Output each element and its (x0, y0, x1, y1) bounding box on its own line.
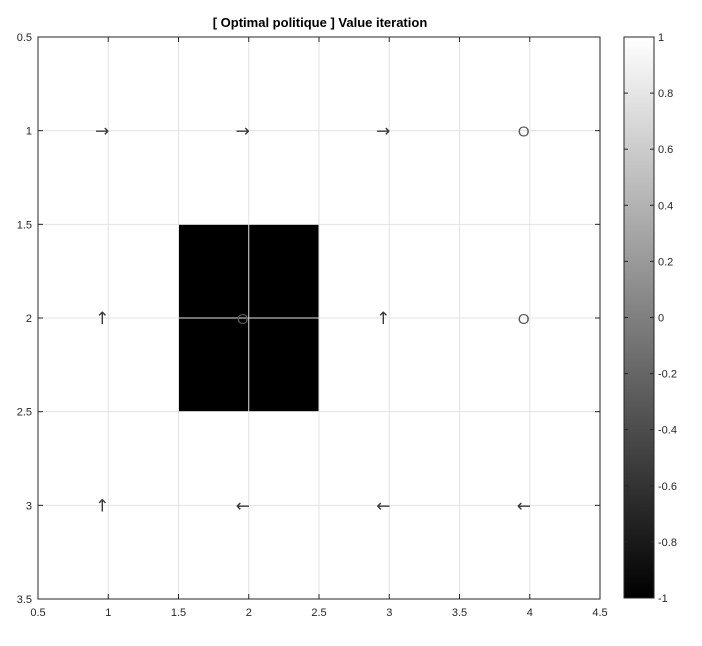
policy-arrow: → (376, 122, 390, 142)
y-tick-label: 3.5 (17, 594, 32, 606)
x-tick-label: 2.5 (311, 607, 326, 619)
y-tick-label: 2.5 (17, 407, 32, 419)
policy-markers: → → → O ↑ O ↑ O ↑ ← ← ← (95, 122, 531, 517)
y-tick-label: 2 (26, 313, 32, 325)
terminal-marker: O (237, 311, 249, 328)
x-tick-label: 3 (386, 607, 392, 619)
policy-arrow: ↑ (95, 496, 109, 516)
colorbar-tick-label: -0.2 (658, 369, 677, 381)
terminal-marker: O (518, 124, 530, 141)
policy-arrow: ← (376, 496, 390, 516)
colorbar-tick-label: -1 (658, 593, 668, 605)
policy-arrow: → (236, 122, 250, 142)
policy-arrow: ↑ (95, 309, 109, 329)
policy-arrow: ← (236, 496, 250, 516)
colorbar-tick-label: 1 (658, 32, 664, 44)
x-tick-label: 4.5 (592, 607, 607, 619)
policy-arrow: ← (517, 496, 531, 516)
terminal-marker: O (518, 311, 530, 328)
x-tick-label: 3.5 (452, 607, 467, 619)
x-tick-label: 1 (105, 607, 111, 619)
x-tick-label: 2 (246, 607, 252, 619)
y-tick-label: 3 (26, 500, 32, 512)
policy-arrow: ↑ (376, 309, 390, 329)
y-tick-label: 0.5 (17, 32, 32, 44)
y-tick-label: 1 (26, 126, 32, 138)
colorbar-tick-label: 0.8 (658, 88, 673, 100)
x-tick-label: 0.5 (30, 607, 45, 619)
x-tick-label: 4 (527, 607, 533, 619)
colorbar-bar (623, 36, 655, 599)
policy-arrow: → (95, 122, 109, 142)
y-tick-label: 1.5 (17, 219, 32, 231)
colorbar-tick-label: -0.4 (658, 425, 677, 437)
colorbar: 1 0.8 0.6 0.4 0.2 0 -0.2 -0.4 -0.6 -0.8 -1 (623, 32, 677, 605)
colorbar-tick-label: -0.6 (658, 481, 677, 493)
y-axis: 0.5 1 1.5 2 2.5 3 3.5 (17, 32, 600, 606)
x-axis: 0.5 1 1.5 2 2.5 3 3.5 4 4.5 (30, 37, 608, 619)
colorbar-tick-label: -0.8 (658, 537, 677, 549)
x-tick-label: 1.5 (171, 607, 186, 619)
colorbar-tick-label: 0.4 (658, 200, 673, 212)
colorbar-tick-label: 0.6 (658, 144, 673, 156)
colorbar-tick-label: 0 (658, 313, 664, 325)
colorbar-tick-label: 0.2 (658, 256, 673, 268)
chart-title: [ Optimal politique ] Value iteration (213, 15, 428, 30)
